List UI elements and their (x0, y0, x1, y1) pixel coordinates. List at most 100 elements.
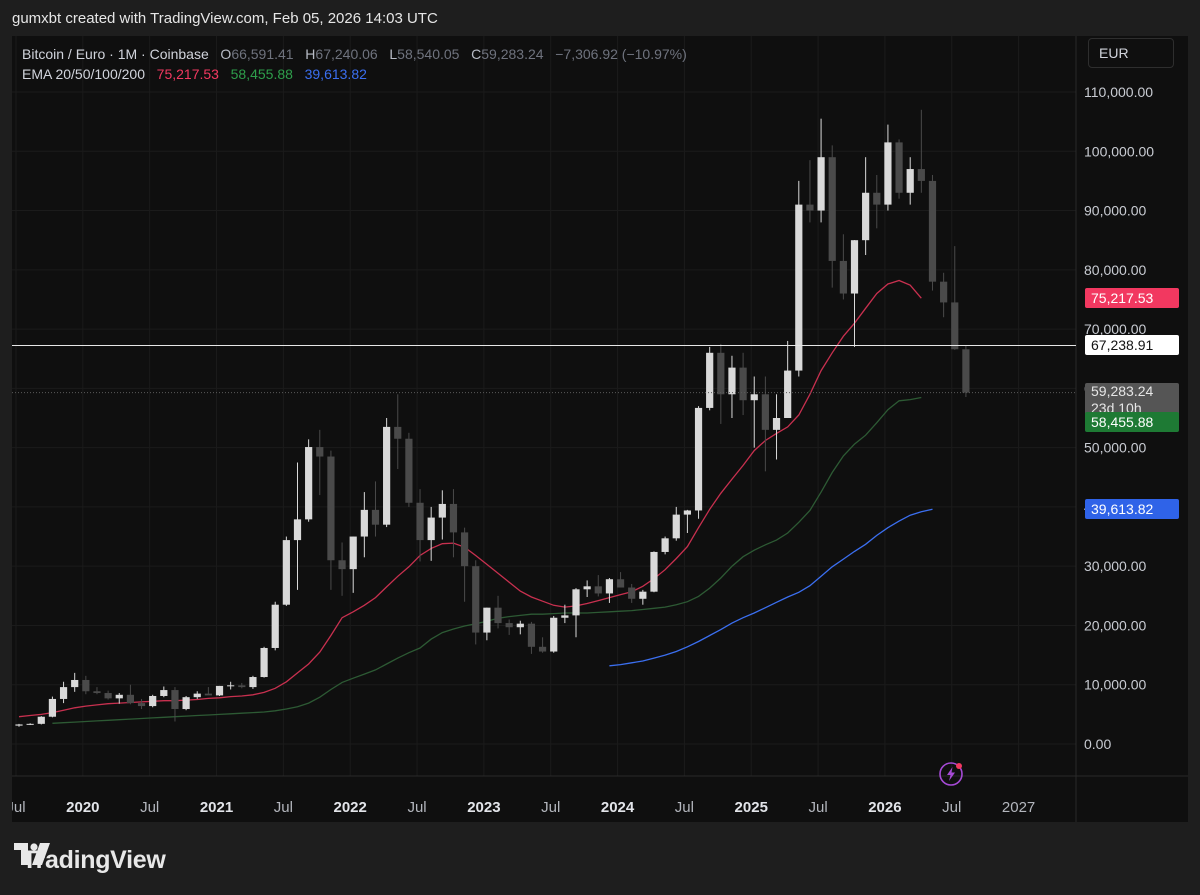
y-tick-label: 110,000.00 (1084, 84, 1153, 100)
candle-body[interactable] (828, 157, 836, 261)
candle-body[interactable] (371, 509, 380, 525)
candle-body[interactable] (817, 157, 825, 211)
ema20-price-label: 75,217.53 (1085, 288, 1179, 309)
candle-body[interactable] (48, 698, 57, 717)
candle-body[interactable] (761, 394, 769, 430)
currency-button[interactable]: EUR (1088, 38, 1174, 68)
candle-body[interactable] (215, 685, 224, 696)
candle-body[interactable] (115, 694, 123, 699)
candle-body[interactable] (616, 579, 625, 588)
x-tick-label: Jul (541, 799, 560, 816)
candle-body[interactable] (628, 587, 636, 599)
candle-body[interactable] (160, 690, 168, 696)
candle-body[interactable] (293, 519, 302, 541)
candle-body[interactable] (873, 192, 881, 205)
candle-body[interactable] (661, 538, 669, 552)
candle-body[interactable] (895, 142, 903, 193)
candle-body[interactable] (940, 281, 948, 303)
candle-body[interactable] (282, 540, 290, 605)
candle-body[interactable] (550, 617, 558, 652)
candle-body[interactable] (605, 579, 614, 594)
candle-body[interactable] (416, 502, 424, 541)
candle-body[interactable] (917, 169, 925, 181)
lightning-icon[interactable] (938, 761, 964, 787)
chart-frame[interactable]: 0.0010,000.0020,000.0030,000.0040,000.00… (12, 36, 1188, 822)
candle-body[interactable] (26, 723, 34, 725)
candle-body[interactable] (561, 615, 569, 618)
low-value: 58,540.05 (397, 46, 460, 62)
y-tick-label: 0.00 (1084, 736, 1111, 752)
candle-body[interactable] (772, 418, 781, 430)
candle-body[interactable] (572, 589, 580, 616)
candle-body[interactable] (227, 685, 235, 687)
candle-body[interactable] (249, 677, 257, 688)
candle-body[interactable] (438, 503, 446, 518)
candle-body[interactable] (93, 691, 101, 694)
candle-body[interactable] (839, 260, 847, 294)
symbol-label[interactable]: Bitcoin / Euro · 1M · Coinbase (22, 46, 209, 62)
candle-body[interactable] (884, 142, 892, 205)
candle-body[interactable] (862, 192, 870, 241)
candle-body[interactable] (238, 685, 246, 688)
candle-body[interactable] (15, 724, 23, 726)
candle-body[interactable] (472, 566, 480, 633)
candle-body[interactable] (516, 623, 524, 628)
candle-body[interactable] (271, 604, 279, 648)
candle-body[interactable] (37, 716, 45, 724)
candle-body[interactable] (137, 703, 146, 707)
x-tick-label: Jul (407, 799, 426, 816)
candle-body[interactable] (795, 204, 803, 371)
candle-body[interactable] (951, 302, 959, 350)
candle-body[interactable] (71, 679, 79, 688)
candle-body[interactable] (260, 647, 268, 678)
candle-body[interactable] (583, 586, 591, 590)
candle-body[interactable] (405, 438, 413, 503)
candle-body[interactable] (483, 607, 491, 633)
candle-body[interactable] (349, 536, 357, 570)
candle-body[interactable] (104, 693, 112, 699)
candle-body[interactable] (360, 509, 368, 537)
candle-body[interactable] (962, 349, 970, 393)
candle-body[interactable] (728, 367, 736, 395)
candle-body[interactable] (449, 503, 458, 533)
candle-body[interactable] (338, 560, 346, 570)
candle-body[interactable] (594, 586, 602, 594)
candle-body[interactable] (82, 679, 90, 692)
candle-body[interactable] (204, 693, 212, 696)
candle-body[interactable] (717, 352, 725, 395)
tradingview-logo-icon (14, 843, 50, 865)
candle-body[interactable] (527, 623, 536, 647)
candle-body[interactable] (316, 447, 324, 457)
candle-body[interactable] (750, 394, 758, 401)
candle-body[interactable] (59, 687, 68, 699)
candle-body[interactable] (126, 694, 134, 704)
candle-body[interactable] (639, 591, 647, 599)
candle-body[interactable] (694, 407, 703, 511)
candle-body[interactable] (427, 517, 435, 541)
candle-body[interactable] (806, 204, 814, 211)
candle-body[interactable] (305, 447, 313, 520)
candle-body[interactable] (538, 646, 547, 652)
candle-body[interactable] (383, 426, 391, 525)
candle-body[interactable] (505, 623, 513, 628)
candle-body[interactable] (683, 510, 691, 515)
candle-body[interactable] (706, 352, 714, 408)
candle-body[interactable] (672, 514, 680, 539)
candle-body[interactable] (171, 690, 179, 710)
candle-body[interactable] (739, 367, 747, 401)
candle-body[interactable] (461, 532, 469, 567)
candle-body[interactable] (906, 169, 914, 193)
price-chart[interactable]: 0.0010,000.0020,000.0030,000.0040,000.00… (12, 36, 1188, 822)
x-tick-label: 2027 (1002, 799, 1035, 816)
candle-body[interactable] (850, 240, 859, 294)
candle-body[interactable] (784, 370, 792, 418)
ema-indicator-label[interactable]: EMA 20/50/100/200 (22, 66, 145, 82)
candle-body[interactable] (494, 607, 502, 624)
candle-body[interactable] (182, 697, 190, 710)
candle-body[interactable] (149, 695, 157, 707)
candle-body[interactable] (650, 551, 658, 592)
candle-body[interactable] (327, 456, 335, 561)
candle-body[interactable] (928, 180, 937, 282)
candle-body[interactable] (394, 426, 402, 439)
candle-body[interactable] (193, 693, 201, 698)
